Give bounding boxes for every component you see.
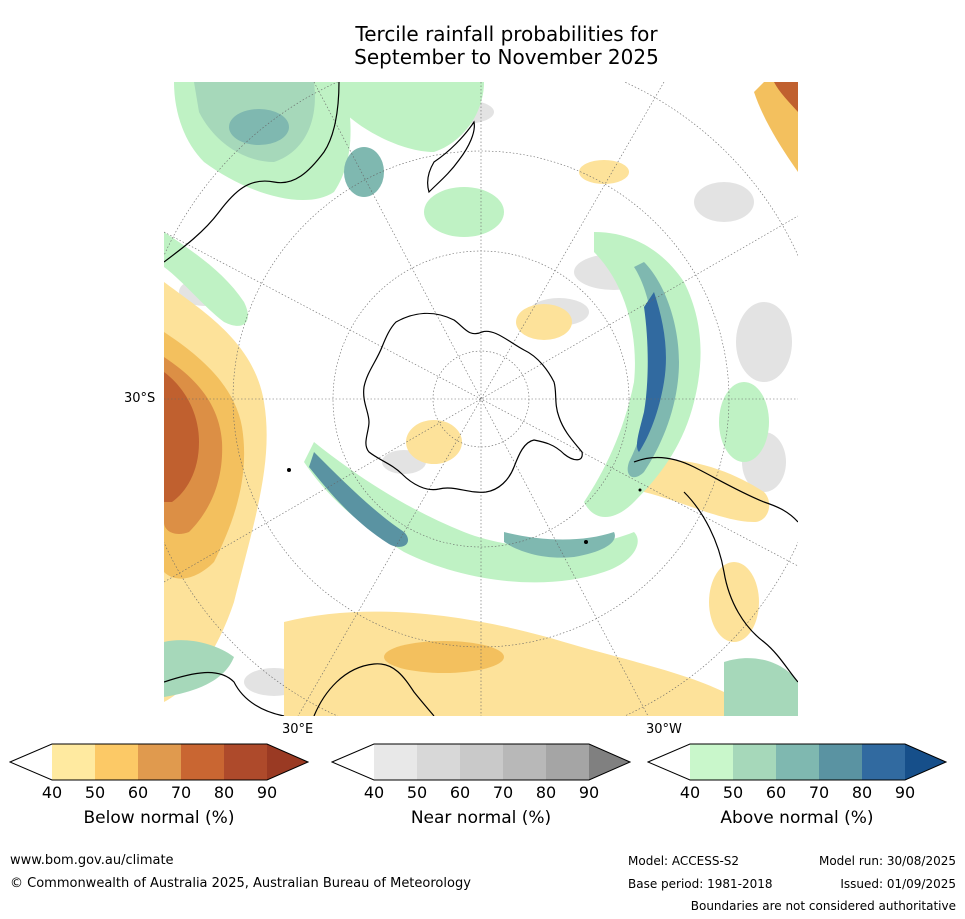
cb0-tick-2: 60 [127,783,149,802]
cb1-outline [331,743,631,781]
cb0-seg0 [10,744,52,780]
below-normal-colorbar [9,743,309,781]
cb2-tick-5: 90 [894,783,916,802]
map-title-line2: September to November 2025 [354,45,659,69]
cb2-outline [647,743,947,781]
cb1-seg0 [332,744,374,780]
below-normal-ticks: 40 50 60 70 80 90 [9,783,309,802]
cb2-seg3 [776,744,819,780]
cb1-tick-3: 70 [492,783,514,802]
cb2-tick-3: 70 [808,783,830,802]
base-period-text: Base period: 1981-2018 [628,877,773,891]
cb1-tick-1: 50 [406,783,428,802]
south-america-coastline [633,456,798,523]
near-normal-colorbar [331,743,631,781]
antarctica-coastline [363,312,583,493]
lon-label-30e: 30°E [282,722,314,737]
map-title-line1: Tercile rainfall probabilities for [355,22,658,46]
cb0-seg1 [52,744,95,780]
cb2-seg0 [648,744,690,780]
cb1-tick-5: 90 [578,783,600,802]
africa-coastline [164,671,285,716]
lon-label-30w: 30°W [646,722,682,737]
islands [287,468,642,544]
cb0-tick-4: 80 [213,783,235,802]
graticule [164,82,798,716]
australia-coastline [164,82,340,263]
cb0-tick-0: 40 [41,783,63,802]
cb1-seg6 [589,744,630,780]
new-zealand-coastline [427,120,475,194]
cb1-seg1 [374,744,417,780]
cb2-tick-0: 40 [679,783,701,802]
africa-south-coast [313,663,435,716]
cb0-tick-1: 50 [84,783,106,802]
cb2-tick-4: 80 [851,783,873,802]
cb1-seg4 [503,744,546,780]
coastlines [164,82,798,716]
cb2-seg6 [905,744,946,780]
cb2-seg1 [690,744,733,780]
cb2-tick-2: 60 [765,783,787,802]
copyright-text: © Commonwealth of Australia 2025, Austra… [10,876,471,891]
cb0-seg6 [267,744,308,780]
above-normal-label: Above normal (%) [720,808,874,828]
cb0-tick-3: 70 [170,783,192,802]
cb0-tick-5: 90 [256,783,278,802]
cb1-tick-4: 80 [535,783,557,802]
cb1-tick-0: 40 [363,783,385,802]
above-normal-colorbar [647,743,947,781]
cb1-seg2 [417,744,460,780]
cb1-seg3 [460,744,503,780]
near-normal-ticks: 40 50 60 70 80 90 [331,783,631,802]
cb0-outline [9,743,309,781]
lat-label-30s: 30°S [124,391,156,406]
above-normal-areas [164,82,798,716]
cb2-seg5 [862,744,905,780]
near-normal-label: Near normal (%) [410,808,552,828]
model-run-text: Model run: 30/08/2025 [818,854,956,868]
cb1-seg5 [546,744,589,780]
cb0-seg3 [138,744,181,780]
disclaimer-text: Boundaries are not considered authoritat… [690,899,956,913]
below-normal-label: Below normal (%) [83,808,235,828]
cb0-seg5 [224,744,267,780]
below-normal-areas [164,82,798,716]
above-normal-ticks: 40 50 60 70 80 90 [647,783,947,802]
cb0-seg2 [95,744,138,780]
model-text: Model: ACCESS-S2 [628,854,740,868]
cb2-seg2 [733,744,776,780]
cb2-tick-1: 50 [722,783,744,802]
cb0-seg4 [181,744,224,780]
issued-text: Issued: 01/09/2025 [840,877,956,891]
website-link[interactable]: www.bom.gov.au/climate [10,853,174,868]
cb2-seg4 [819,744,862,780]
cb1-tick-2: 60 [449,783,471,802]
south-america-east-coast [683,491,798,683]
rainfall-probability-map [164,82,798,716]
